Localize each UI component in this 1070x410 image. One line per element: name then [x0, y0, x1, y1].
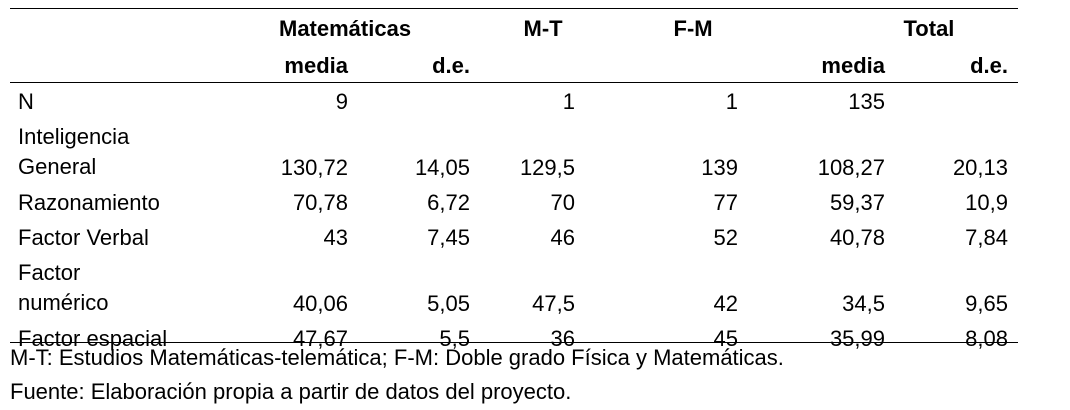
row-label: Factor Verbal	[18, 225, 149, 250]
cell-value: 47,67	[292, 326, 348, 351]
cell-value: 1	[725, 89, 738, 114]
cell-value: 135	[848, 89, 885, 114]
cell-value: 40,06	[292, 291, 348, 316]
column-group-header: Matemáticas	[279, 16, 412, 41]
column-sub-header: d.e.	[432, 53, 470, 78]
cell-value: 1	[562, 89, 575, 114]
footnote: M-T: Estudios Matemáticas-telemática; F-…	[10, 345, 784, 370]
cell-value: 46	[550, 225, 575, 250]
column-group-header: M-T	[523, 16, 563, 41]
cell-value: 45	[713, 326, 738, 351]
header-rule	[10, 82, 1018, 83]
source-note: Fuente: Elaboración propia a partir de d…	[10, 379, 572, 404]
cell-value: 9	[335, 89, 348, 114]
cell-value: 43	[323, 225, 348, 250]
cell-value: 14,05	[414, 155, 470, 180]
cell-value: 5,5	[439, 326, 470, 351]
cell-value: 130,72	[280, 155, 348, 180]
column-group-header: Total	[903, 16, 955, 41]
cell-value: 129,5	[519, 155, 575, 180]
row-label: Factor numérico	[18, 260, 109, 315]
cell-value: 8,08	[965, 326, 1008, 351]
column-group-header: F-M	[673, 16, 713, 41]
top-rule	[10, 8, 1018, 9]
cell-value: 36	[550, 326, 575, 351]
cell-value: 108,27	[817, 155, 885, 180]
bottom-rule	[10, 342, 1018, 343]
cell-value: 10,9	[965, 190, 1008, 215]
cell-value: 47,5	[532, 291, 575, 316]
row-label: N	[18, 89, 34, 114]
column-sub-header: d.e.	[970, 53, 1008, 78]
column-sub-header: media	[284, 53, 348, 78]
cell-value: 5,05	[427, 291, 470, 316]
cell-value: 52	[713, 225, 738, 250]
cell-value: 70,78	[292, 190, 348, 215]
cell-value: 6,72	[427, 190, 470, 215]
cell-value: 7,84	[965, 225, 1008, 250]
cell-value: 42	[713, 291, 738, 316]
cell-value: 40,78	[829, 225, 885, 250]
cell-value: 20,13	[952, 155, 1008, 180]
row-label: Inteligencia General	[18, 124, 130, 179]
cell-value: 7,45	[427, 225, 470, 250]
cell-value: 35,99	[829, 326, 885, 351]
row-label: Razonamiento	[18, 190, 160, 215]
cell-value: 34,5	[842, 291, 885, 316]
cell-value: 9,65	[965, 291, 1008, 316]
cell-value: 77	[713, 190, 738, 215]
cell-value: 139	[701, 155, 738, 180]
cell-value: 70	[550, 190, 575, 215]
cell-value: 59,37	[829, 190, 885, 215]
column-sub-header: media	[821, 53, 885, 78]
row-label: Factor espacial	[18, 326, 168, 351]
